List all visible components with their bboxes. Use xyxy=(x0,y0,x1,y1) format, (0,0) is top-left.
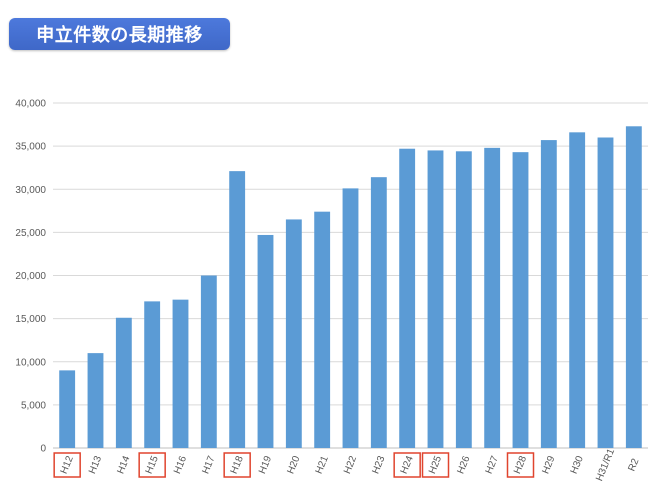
bar-h21 xyxy=(314,211,331,448)
highlight-box xyxy=(53,452,81,478)
bar-h28 xyxy=(512,152,529,448)
bars xyxy=(59,126,642,449)
y-tick-label: 40,000 xyxy=(15,99,46,110)
x-tick-label: H21 xyxy=(314,454,331,476)
y-tick-label: 15,000 xyxy=(15,314,46,325)
x-tick-label: H26 xyxy=(455,454,472,476)
x-tick-label: H28 xyxy=(512,454,529,476)
bar-h31-r1 xyxy=(597,137,614,448)
bar-h24 xyxy=(399,148,416,448)
y-tick-label: 35,000 xyxy=(15,142,46,153)
y-tick-label: 30,000 xyxy=(15,185,46,196)
highlight-box xyxy=(393,452,421,478)
x-tick-label: H20 xyxy=(285,454,302,476)
x-tick-label: H27 xyxy=(484,454,501,476)
x-tick-label: H15 xyxy=(144,454,161,476)
x-tick-label: H18 xyxy=(229,454,246,476)
bar-h25 xyxy=(427,150,444,448)
x-tick-label: H30 xyxy=(569,454,586,476)
y-axis-ticks: 0 5,000 10,000 15,000 20,000 25,000 30,000 35,0… xyxy=(15,99,46,455)
highlight-box xyxy=(421,452,450,478)
x-tick-label: H13 xyxy=(87,454,104,476)
bar-h18 xyxy=(229,171,246,448)
highlight-box xyxy=(138,452,166,478)
y-tick-label: 5,000 xyxy=(21,400,46,411)
bar-h13 xyxy=(87,353,104,448)
x-tick-label: H29 xyxy=(540,454,557,476)
y-tick-label: 25,000 xyxy=(15,228,46,239)
bar-h22 xyxy=(342,188,359,448)
bar-h19 xyxy=(257,234,274,448)
x-axis-ticks: H12 H13 H14 H15 H16 H17 H18 H19 H20 H21 H22 H23 H24 H… xyxy=(53,447,642,483)
bar-h23 xyxy=(370,177,387,449)
page-title: 申立件数の長期推移 xyxy=(9,18,230,50)
bar-r2 xyxy=(625,126,642,448)
x-tick-label: R2 xyxy=(626,457,641,473)
x-tick-label: H31/R1 xyxy=(594,447,617,483)
bar-h12 xyxy=(59,370,76,448)
bar-h17 xyxy=(200,275,217,448)
x-tick-label: H25 xyxy=(427,454,444,476)
x-tick-label: H12 xyxy=(59,454,76,476)
bar-h29 xyxy=(540,140,557,448)
y-tick-label: 20,000 xyxy=(15,271,46,282)
bar-h15 xyxy=(144,301,161,448)
y-tick-label: 10,000 xyxy=(15,357,46,368)
x-tick-label: H19 xyxy=(257,454,274,476)
y-tick-label: 0 xyxy=(40,444,46,455)
bar-h30 xyxy=(569,132,586,448)
x-tick-label: H24 xyxy=(399,454,416,476)
x-tick-label: H16 xyxy=(172,454,189,476)
x-tick-label: H22 xyxy=(342,454,359,476)
bar-h26 xyxy=(455,151,472,449)
highlight-box xyxy=(506,452,535,478)
highlight-box xyxy=(223,452,251,478)
x-tick-label: H14 xyxy=(115,454,132,476)
x-tick-label: H23 xyxy=(370,454,387,476)
x-tick-label: H17 xyxy=(200,454,217,476)
bar-h14 xyxy=(115,317,132,448)
bar-h27 xyxy=(484,147,501,448)
bar-h20 xyxy=(285,219,302,448)
bar-h16 xyxy=(172,299,189,448)
